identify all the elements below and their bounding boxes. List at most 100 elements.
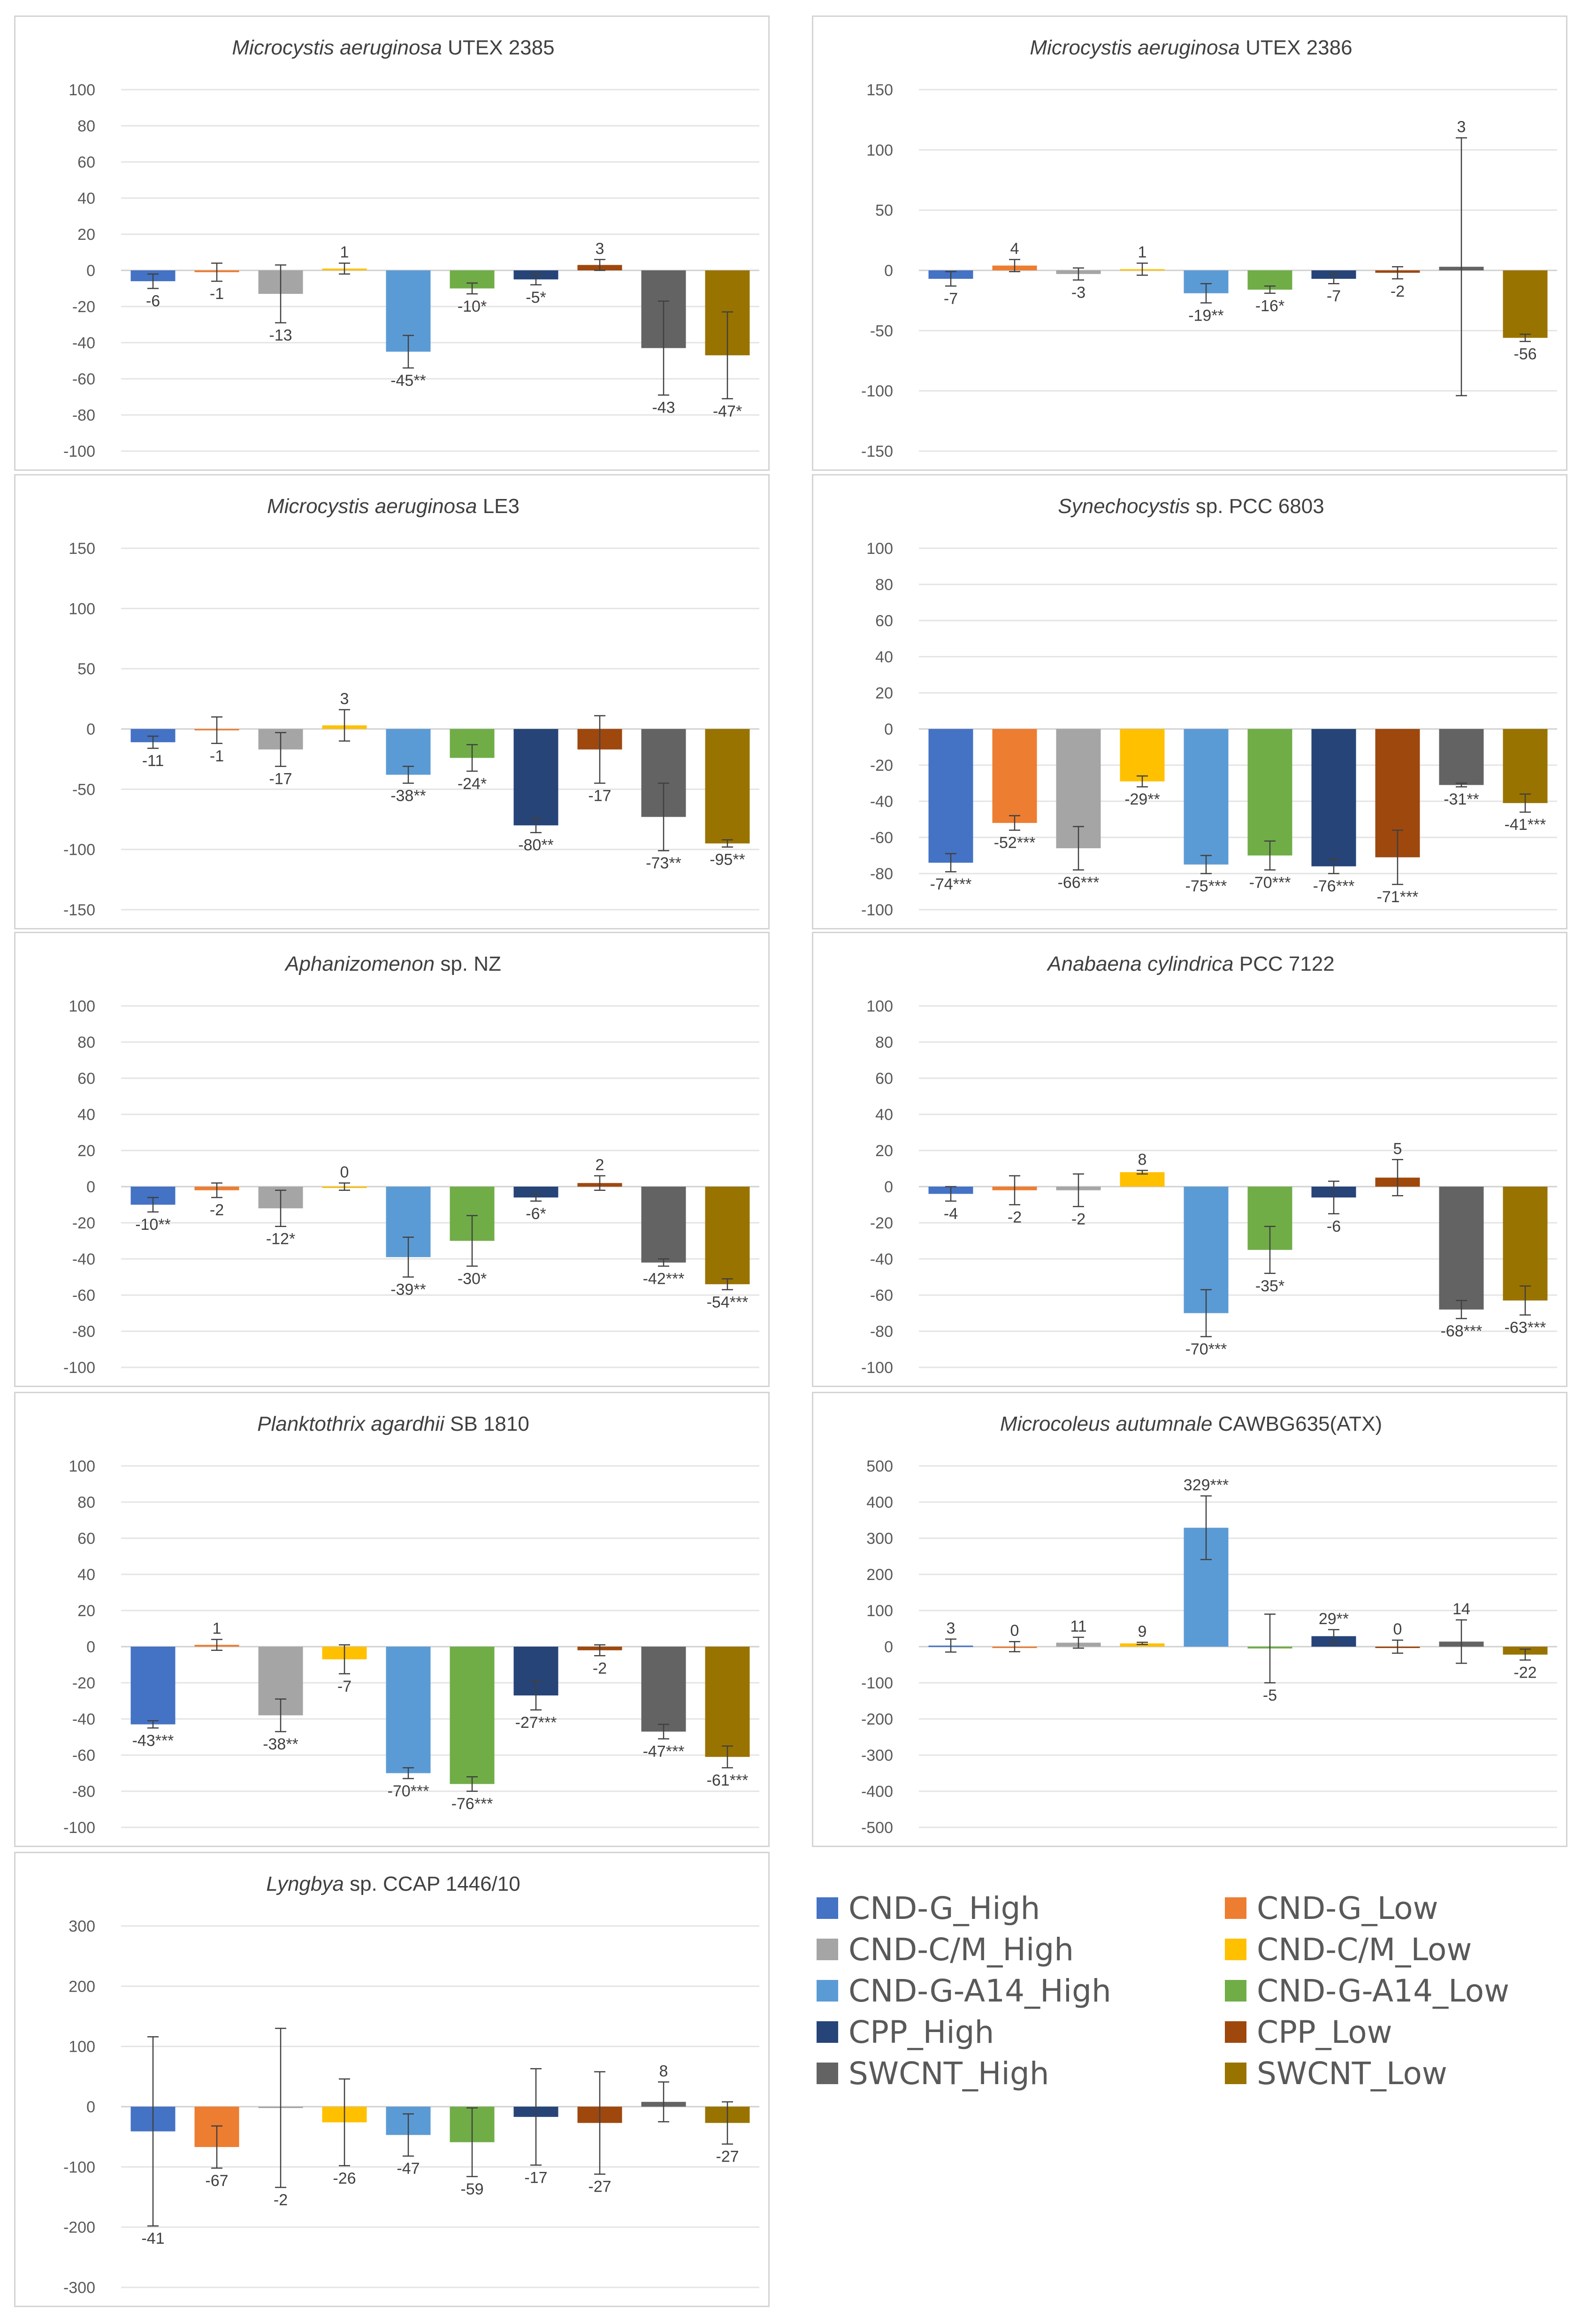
chart-title: Anabaena cylindrica PCC 7122: [1046, 952, 1335, 975]
bar-cnd-g-a14-high: [1184, 729, 1229, 865]
data-label: -24*: [458, 775, 487, 793]
legend-swatch: [817, 2021, 838, 2043]
bar-cnd-g-a14-low: [1247, 729, 1292, 856]
data-label: -75***: [1185, 877, 1227, 895]
chart-title: Planktothrix agardhii SB 1810: [257, 1412, 529, 1435]
error-bar: [211, 262, 222, 282]
y-tick-label: 0: [884, 1178, 893, 1196]
error-bar: [211, 1182, 222, 1198]
y-tick-label: 0: [86, 1178, 95, 1196]
error-bar: [1456, 1300, 1467, 1319]
error-bar: [722, 1745, 733, 1769]
y-tick-label: 80: [77, 117, 95, 135]
legend-item: CND-G_High: [817, 1887, 1040, 1929]
data-label: -5*: [526, 289, 546, 307]
error-bar: [1073, 1173, 1084, 1207]
data-label: -7: [337, 1678, 352, 1695]
error-bar: [722, 1278, 733, 1290]
legend-swatch: [1225, 1939, 1246, 1960]
y-tick-label: -100: [63, 443, 95, 460]
y-tick-label: -60: [870, 1287, 893, 1304]
data-label: 2: [596, 1156, 604, 1174]
y-tick-label: 20: [77, 1602, 95, 1620]
chart-panel-pcc6803: Synechocystis sp. PCC 6803 -100 -80 -60 -40 -…: [812, 474, 1567, 929]
error-bar: [1009, 259, 1020, 272]
y-tick-label: -150: [861, 443, 893, 460]
legend-label: CND-G-A14_Low: [1257, 1972, 1510, 2009]
error-bar: [339, 709, 350, 742]
error-bar: [1200, 855, 1212, 874]
data-label: -29**: [1124, 790, 1160, 808]
data-label: 8: [659, 2062, 668, 2080]
data-label: 11: [1070, 1618, 1086, 1635]
y-tick-label: -100: [861, 383, 893, 400]
error-bar: [722, 839, 733, 848]
y-tick-label: 100: [69, 1457, 95, 1475]
chart-legend: CND-G_High CND-G_Low CND-C/M_High CND-C/M_L…: [817, 1887, 1549, 2094]
y-tick-label: 40: [875, 648, 893, 666]
data-label: 329***: [1184, 1476, 1229, 1494]
legend-label: CND-C/M_High: [848, 1931, 1074, 1968]
chart-panel-planktothrix: Planktothrix agardhii SB 1810 -100 -80 -60 -…: [14, 1392, 770, 1847]
error-bar: [275, 2027, 286, 2188]
legend-swatch: [817, 1897, 838, 1919]
bar-swcnt-high: [1439, 1187, 1484, 1310]
data-label: 0: [1393, 1620, 1402, 1638]
error-bar: [147, 1197, 159, 1213]
error-bar: [466, 1776, 478, 1792]
error-bar: [658, 2081, 669, 2123]
y-tick-label: 60: [77, 1070, 95, 1088]
bar-swcnt-low: [705, 1187, 750, 1284]
bar-cnd-g-a14-low: [450, 1647, 495, 1784]
y-tick-label: -40: [72, 1250, 95, 1268]
legend-item: CND-C/M_High: [817, 1928, 1074, 1971]
data-label: 0: [1010, 1622, 1019, 1640]
error-bar: [1328, 858, 1339, 874]
y-tick-label: -100: [861, 901, 893, 919]
data-label: -13: [269, 327, 292, 345]
legend-item: SWCNT_High: [817, 2052, 1049, 2094]
y-tick-label: 80: [77, 1494, 95, 1511]
error-bar: [147, 273, 159, 289]
data-label: 8: [1138, 1150, 1147, 1168]
legend-label: SWCNT_High: [848, 2055, 1049, 2092]
error-bar: [275, 1189, 286, 1227]
error-bar: [1009, 1641, 1020, 1653]
chart-panel-microcoleus: Microcoleus autumnale CAWBG635(ATX) -500-…: [812, 1392, 1567, 1847]
error-bar: [1520, 793, 1531, 813]
error-bar: [147, 2036, 159, 2227]
chart-title: Microcystis aeruginosa UTEX 2385: [232, 36, 554, 59]
data-label: -59: [460, 2180, 483, 2198]
y-tick-label: 100: [866, 540, 893, 558]
y-tick-label: -200: [63, 2219, 95, 2237]
error-bar: [1200, 283, 1212, 304]
data-label: -61***: [707, 1772, 749, 1789]
data-label: 9: [1138, 1623, 1147, 1641]
y-tick-label: 100: [866, 997, 893, 1015]
data-label: -95**: [710, 851, 745, 869]
error-bar: [403, 2113, 414, 2157]
legend-label: CPP_High: [848, 2014, 994, 2050]
data-label: -2: [1008, 1209, 1022, 1227]
y-tick-label: -50: [72, 781, 95, 798]
data-label: -68***: [1441, 1322, 1483, 1340]
data-label: -2: [1071, 1210, 1085, 1228]
error-bar: [1137, 1170, 1148, 1175]
data-label: -76***: [1313, 877, 1355, 895]
y-tick-label: -60: [72, 370, 95, 388]
data-label: -38**: [390, 787, 426, 805]
chart-svg: Anabaena cylindrica PCC 7122-100-80-60-4…: [861, 952, 1557, 1377]
y-tick-label: -500: [861, 1819, 893, 1837]
y-tick-label: 50: [875, 202, 893, 220]
data-label: -1: [210, 285, 224, 303]
y-tick-label: -80: [870, 865, 893, 883]
y-tick-label: 60: [875, 612, 893, 630]
data-label: -73**: [646, 854, 681, 872]
data-label: -70***: [388, 1782, 429, 1800]
bar-swcnt-high: [1439, 729, 1484, 785]
error-bar: [403, 335, 414, 369]
y-tick-label: 150: [866, 81, 893, 99]
data-label: -19**: [1188, 307, 1224, 324]
data-label: -47*: [713, 402, 742, 420]
error-bar: [211, 2125, 222, 2169]
